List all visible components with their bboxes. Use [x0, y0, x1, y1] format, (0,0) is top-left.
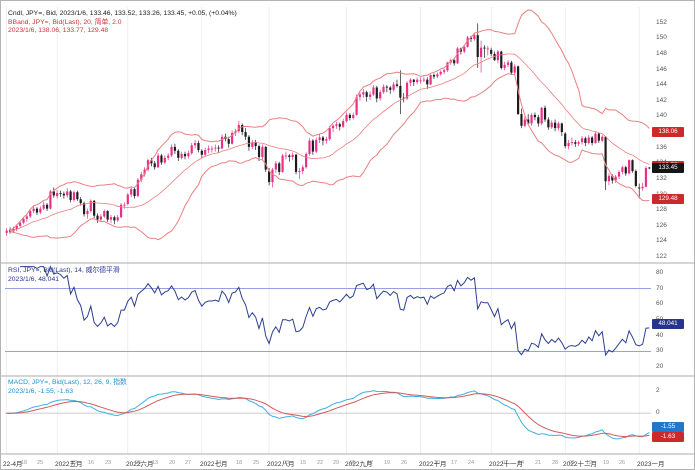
badge-macd-value: -1.55	[652, 422, 684, 432]
price-tick-label: 136	[656, 144, 667, 151]
month-label: 2022十月	[419, 461, 447, 468]
badge-rsi-value: 48.041	[652, 319, 684, 329]
price-tick-label: 148	[656, 50, 667, 57]
day-tick-label: 13	[152, 460, 159, 466]
rsi-tick-label: 40	[656, 332, 664, 339]
day-tick-label: 18	[236, 460, 243, 466]
day-tick-label: 29	[333, 460, 340, 466]
price-tick-label: 146	[656, 66, 667, 73]
rsi-tick-label: 30	[656, 347, 664, 354]
month-label: 2022十一月	[489, 461, 523, 468]
month-label: 2022八月	[267, 461, 295, 468]
day-tick-label: 11	[216, 460, 222, 466]
day-tick-label: 17	[451, 460, 458, 466]
rsi-tick-label: 70	[656, 285, 664, 292]
badge-bollinger-lower: 129.48	[652, 194, 684, 204]
day-tick-label: 15	[300, 460, 307, 466]
day-tick-label: 05	[350, 460, 357, 466]
day-tick-label: 09	[71, 460, 78, 466]
day-tick-label: 18	[21, 460, 28, 466]
month-label: 2023一月	[637, 461, 665, 468]
badge-bollinger-upper: 138.06	[652, 127, 684, 137]
day-tick-label: 06	[135, 460, 142, 466]
day-tick-label: 21	[535, 460, 542, 466]
day-tick-label: 08	[283, 460, 290, 466]
month-label: 2022九月	[345, 461, 373, 468]
day-tick-label: 25	[253, 460, 260, 466]
day-tick-label: 23	[105, 460, 112, 466]
day-tick-label: 26	[401, 460, 408, 466]
badge-macd-signal: -1.63	[652, 432, 684, 442]
day-tick-label: 07	[502, 460, 509, 466]
rsi-legend[interactable]: RSI, JPY=, Bid(Last), 14, 威尔德平滑	[8, 267, 120, 274]
day-tick-label: 25	[37, 460, 44, 466]
rsi-tick-label: 20	[656, 363, 664, 370]
price-tick-label: 152	[656, 19, 667, 26]
price-tick-label: 144	[656, 81, 667, 88]
price-tick-label: 128	[656, 206, 667, 213]
day-tick-label: 19	[384, 460, 391, 466]
day-tick-label: 12	[367, 460, 374, 466]
macd-legend[interactable]: MACD, JPY=, Bid(Last), 12, 26, 9, 指数	[8, 379, 127, 386]
macd-tick-label: 2	[656, 387, 660, 394]
rsi-tick-label: 60	[656, 300, 664, 307]
price-tick-label: 122	[656, 253, 667, 260]
month-label: 2022六月	[126, 461, 154, 468]
bollinger-values: 2023/1/6, 138.06, 133.77, 129.48	[8, 27, 109, 34]
day-tick-label: 28	[552, 460, 559, 466]
month-label: 2022五月	[55, 461, 83, 468]
price-tick-label: 140	[656, 112, 667, 119]
month-label: 2022七月	[200, 461, 228, 468]
rsi-tick-label: 80	[656, 269, 664, 276]
price-tick-label: 132	[656, 175, 667, 182]
day-tick-label: 20	[169, 460, 176, 466]
macd-legend-block: MACD, JPY=, Bid(Last), 12, 26, 9, 指数 202…	[8, 379, 127, 396]
day-tick-label: 22	[317, 460, 324, 466]
macd-tick-label: 0	[656, 409, 660, 416]
month-label: 2022十二月	[563, 461, 597, 468]
rsi-values: 2023/1/6, 48.041	[8, 275, 60, 283]
macd-values: 2023/1/6, -1.55, -1.63	[8, 387, 73, 395]
day-tick-label: 19	[603, 460, 610, 466]
price-tick-label: 150	[656, 34, 667, 41]
price-tick-label: 126	[656, 222, 667, 229]
day-tick-label: 12	[586, 460, 593, 466]
day-tick-label: 27	[185, 460, 192, 466]
day-tick-label: 16	[88, 460, 95, 466]
day-tick-label: 14	[518, 460, 525, 466]
bollinger-legend[interactable]: BBand, JPY=, Bid(Last), 20, 简单, 2.0	[8, 18, 122, 26]
rsi-legend-block: RSI, JPY=, Bid(Last), 14, 威尔德平滑 2023/1/6…	[8, 267, 120, 284]
day-tick-label: 24	[468, 460, 475, 466]
badge-last-price: 133.45	[652, 163, 684, 173]
main-chart-legend: Cndl, JPY=, Bid, 2023/1/6, 133.46, 133.5…	[8, 10, 237, 36]
month-label: 22-4月	[3, 461, 23, 468]
day-tick-label: 26	[619, 460, 626, 466]
price-tick-label: 124	[656, 237, 667, 244]
price-tick-label: 142	[656, 97, 667, 104]
day-tick-label: 05	[569, 460, 576, 466]
day-tick-label: 10	[434, 460, 441, 466]
candle-series-legend[interactable]: Cndl, JPY=, Bid, 2023/1/6, 133.46, 133.5…	[8, 10, 237, 17]
